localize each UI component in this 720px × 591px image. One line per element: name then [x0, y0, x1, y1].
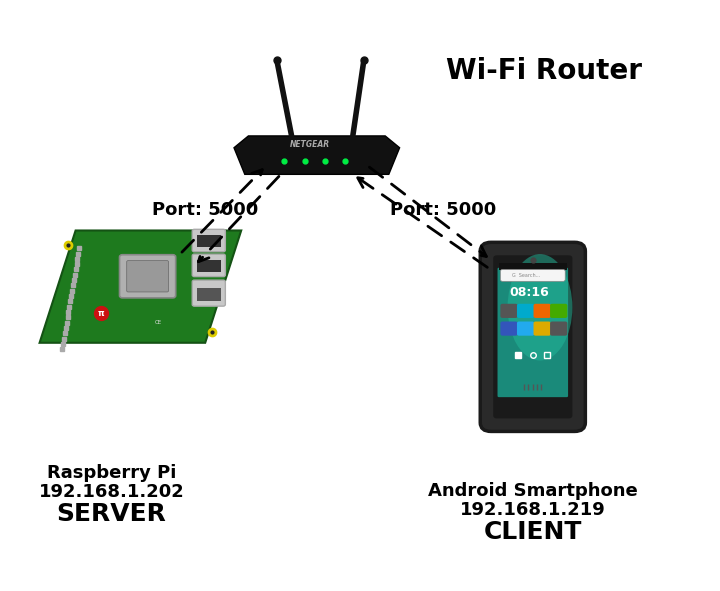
Text: Port: 5000: Port: 5000	[152, 201, 258, 219]
Bar	[197, 235, 221, 247]
Text: 192.168.1.219: 192.168.1.219	[460, 501, 606, 519]
Text: Raspberry Pi: Raspberry Pi	[47, 464, 176, 482]
FancyBboxPatch shape	[192, 229, 225, 252]
Text: G  Search...: G Search...	[511, 273, 540, 278]
Text: Wi-Fi Router: Wi-Fi Router	[446, 57, 642, 85]
FancyBboxPatch shape	[517, 322, 534, 336]
Text: Port: 5000: Port: 5000	[390, 201, 496, 219]
Text: NETGEAR: NETGEAR	[289, 140, 330, 150]
FancyBboxPatch shape	[500, 304, 518, 318]
FancyBboxPatch shape	[127, 261, 168, 292]
FancyBboxPatch shape	[498, 268, 568, 397]
Bar	[499, 263, 567, 270]
FancyBboxPatch shape	[534, 322, 551, 336]
FancyBboxPatch shape	[493, 255, 572, 418]
Text: π: π	[97, 309, 104, 318]
Ellipse shape	[508, 254, 572, 361]
Text: SERVER: SERVER	[57, 502, 166, 526]
FancyBboxPatch shape	[480, 242, 585, 431]
FancyBboxPatch shape	[500, 322, 518, 336]
Bar	[197, 260, 221, 272]
FancyBboxPatch shape	[192, 254, 225, 277]
FancyBboxPatch shape	[120, 255, 176, 298]
FancyBboxPatch shape	[550, 304, 567, 318]
Text: 08:16: 08:16	[509, 286, 549, 299]
FancyBboxPatch shape	[500, 269, 565, 281]
FancyBboxPatch shape	[192, 280, 225, 306]
Polygon shape	[40, 230, 241, 343]
FancyBboxPatch shape	[534, 304, 551, 318]
Text: CE: CE	[155, 320, 162, 324]
Bar	[197, 288, 221, 301]
FancyBboxPatch shape	[550, 322, 567, 336]
Text: CLIENT: CLIENT	[484, 520, 582, 544]
FancyBboxPatch shape	[517, 304, 534, 318]
Text: 192.168.1.202: 192.168.1.202	[39, 483, 184, 501]
Text: Android Smartphone: Android Smartphone	[428, 482, 638, 499]
Polygon shape	[234, 136, 400, 174]
